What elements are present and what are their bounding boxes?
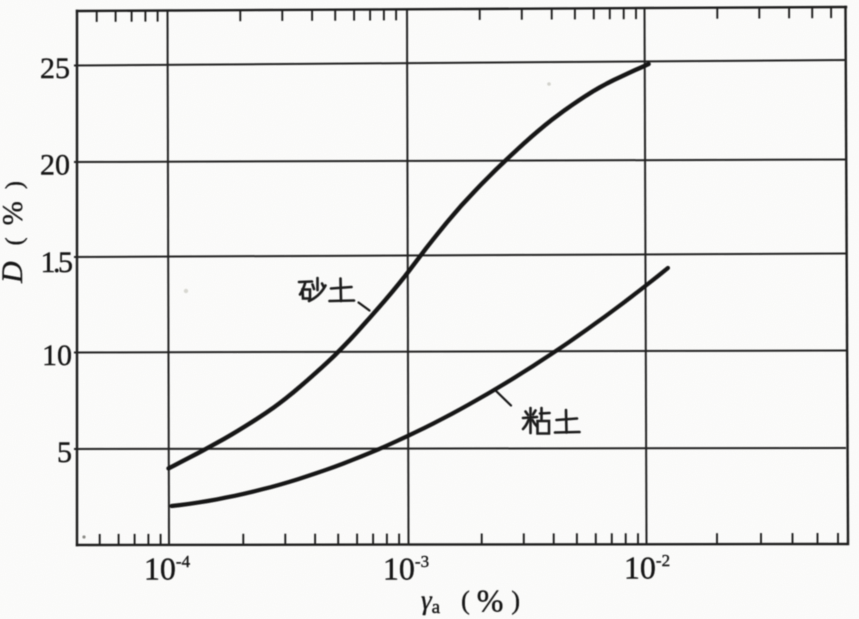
svg-text:D(%): D(%): [0, 181, 29, 284]
svg-text:20: 20: [40, 149, 70, 182]
svg-text:25: 25: [40, 52, 70, 85]
svg-text:1.5: 1.5: [41, 246, 73, 279]
svg-text:γa(%): γa(%): [421, 583, 520, 619]
svg-text:10-4: 10-4: [144, 551, 191, 587]
svg-text:10-2: 10-2: [624, 550, 670, 586]
svg-text:10: 10: [42, 339, 72, 372]
svg-text:5: 5: [57, 436, 72, 469]
